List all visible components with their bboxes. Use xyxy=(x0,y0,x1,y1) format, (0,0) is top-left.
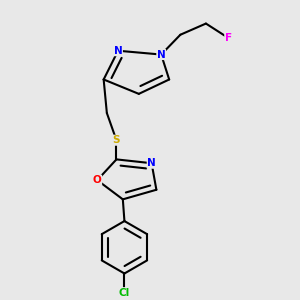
Text: N: N xyxy=(157,50,166,60)
Text: N: N xyxy=(114,46,122,56)
Text: Cl: Cl xyxy=(119,288,130,298)
Text: N: N xyxy=(147,158,156,168)
Text: O: O xyxy=(93,175,102,185)
Text: F: F xyxy=(225,33,232,43)
Text: S: S xyxy=(113,135,120,145)
